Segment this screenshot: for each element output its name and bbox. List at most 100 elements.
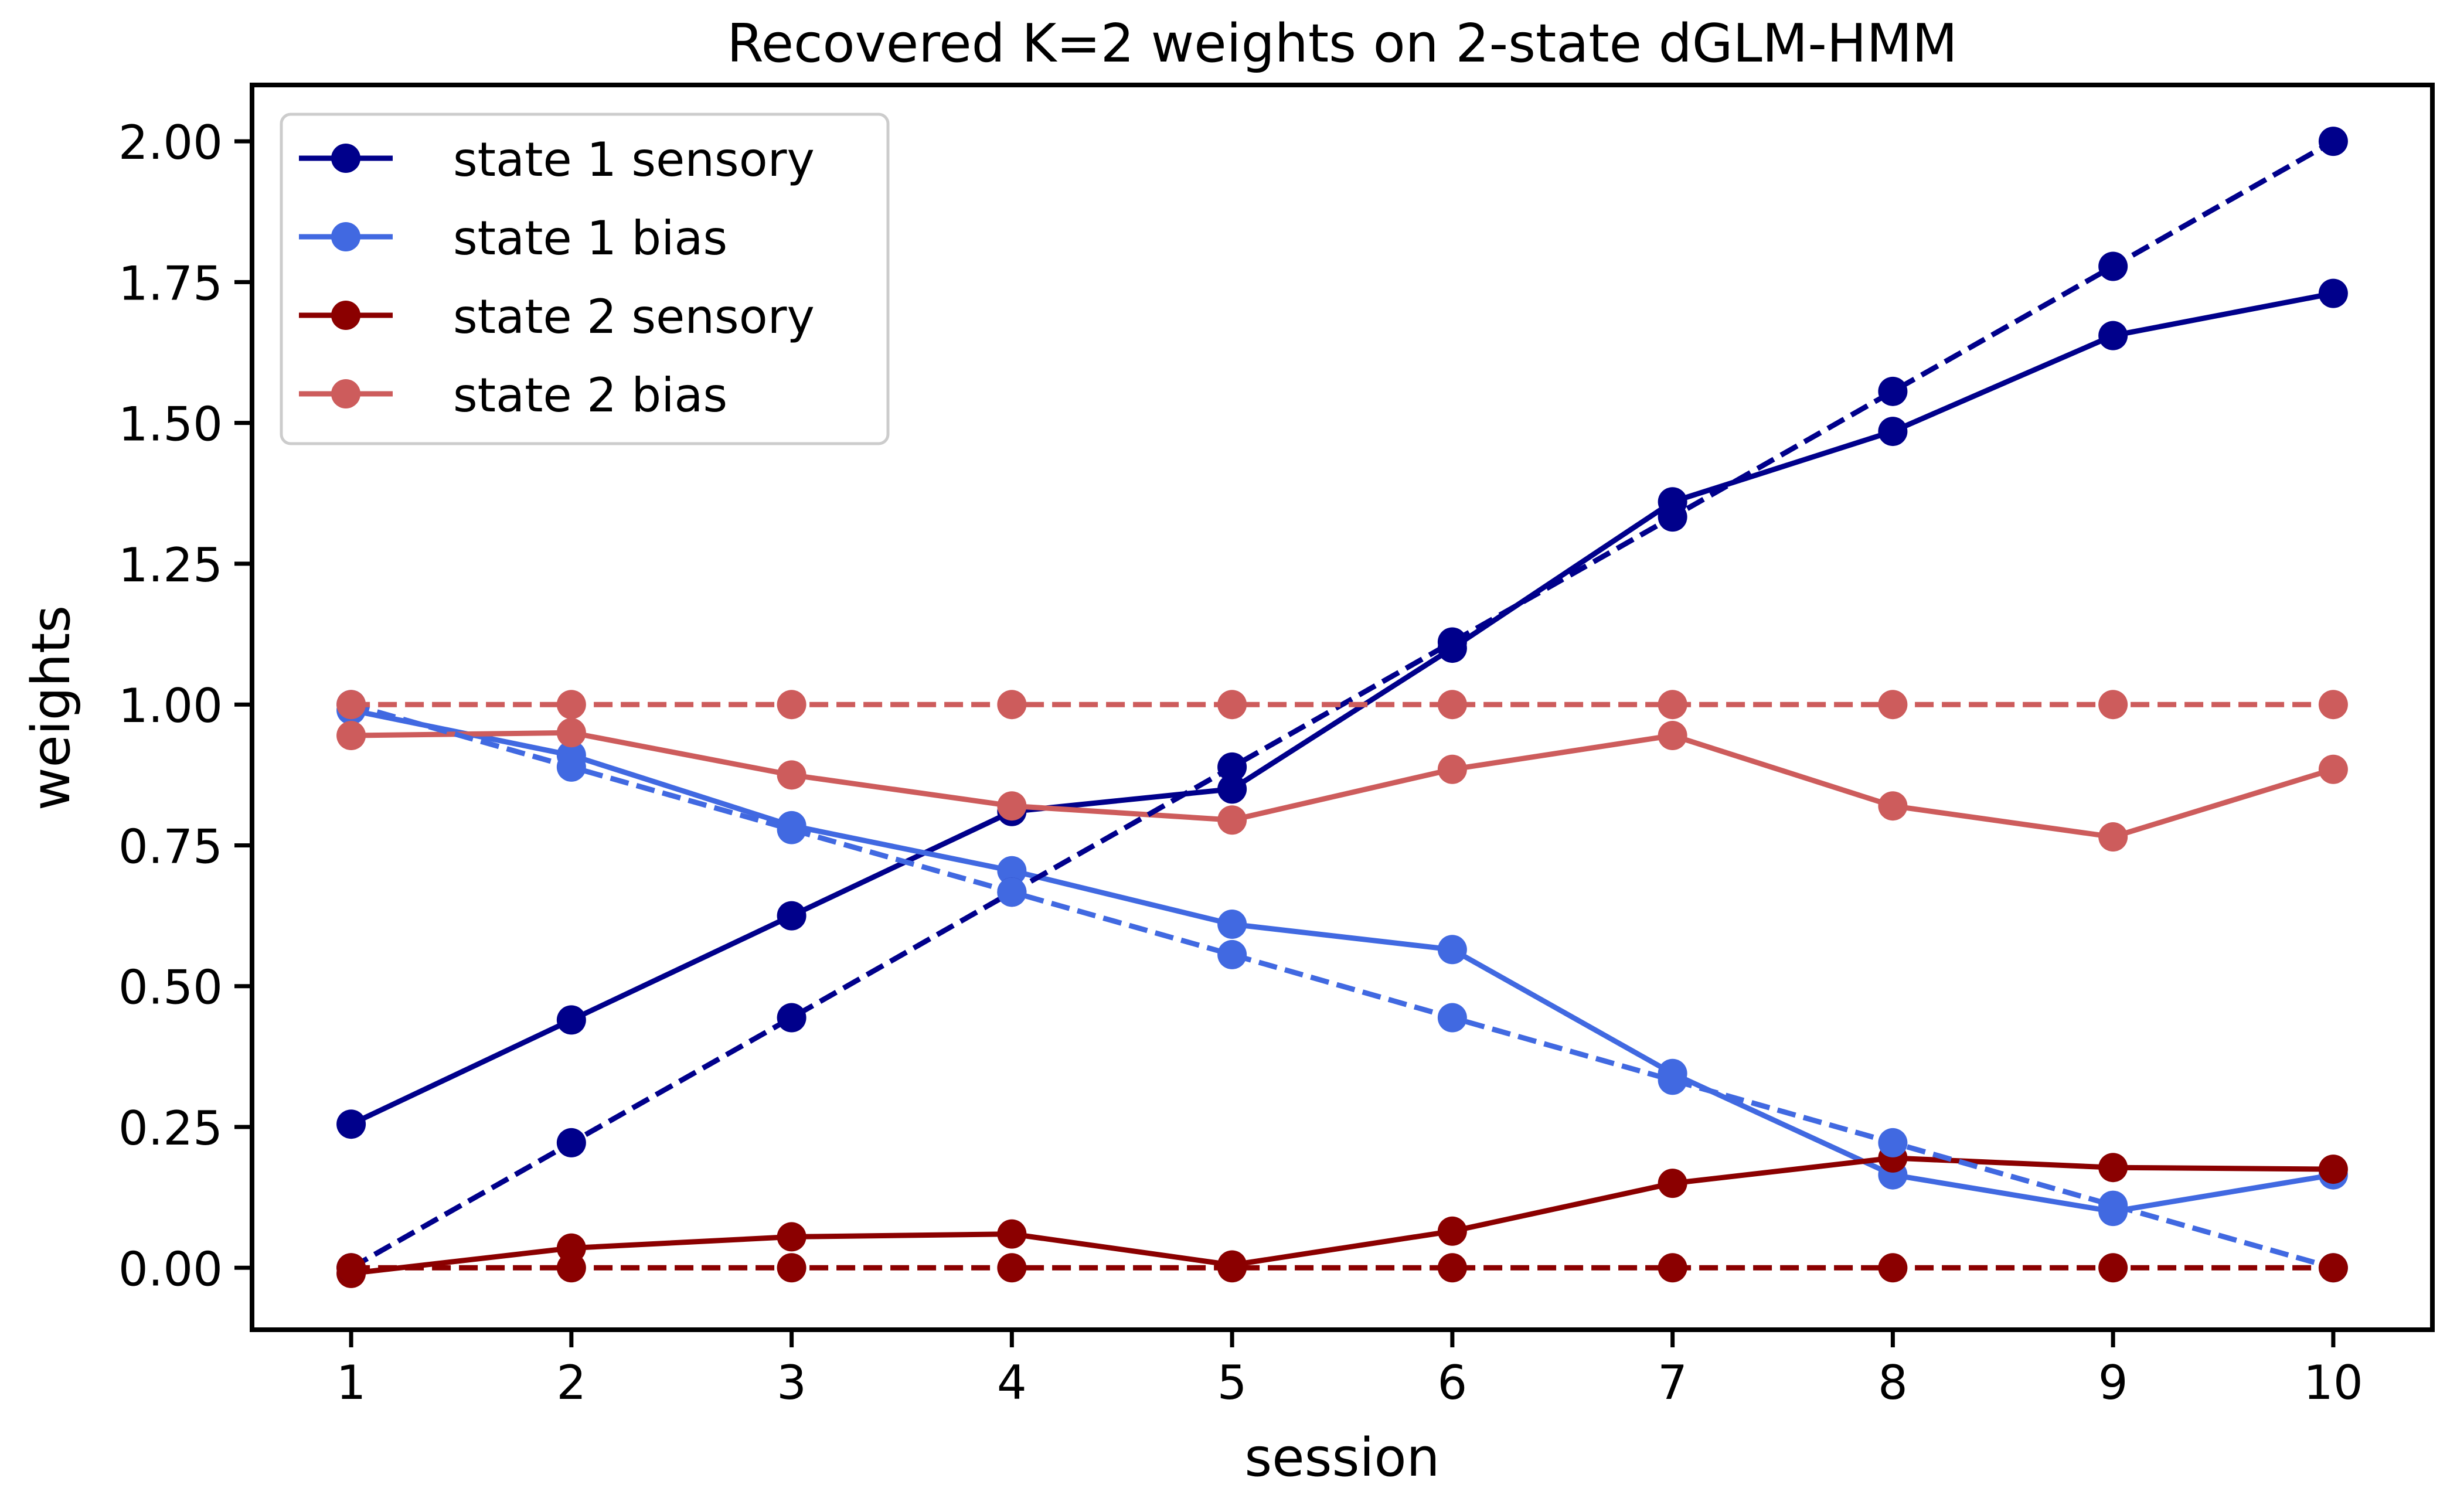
legend-frame (280, 113, 890, 445)
y-tick-label: 0.50 (118, 961, 223, 1015)
legend-label: state 1 sensory (453, 132, 815, 187)
chart-title: Recovered K=2 weights on 2-state dGLM-HM… (727, 13, 1958, 74)
legend-label: state 2 sensory (453, 290, 815, 344)
data-point (777, 815, 806, 844)
data-point (2318, 690, 2348, 720)
series-state-2-bias (336, 718, 2348, 852)
data-point (1658, 721, 1687, 751)
series-line (350, 1155, 2333, 1276)
data-point (2318, 278, 2348, 308)
data-point (2098, 1253, 2128, 1283)
data-point (2318, 754, 2348, 784)
data-point (1437, 627, 1467, 657)
legend-swatch-marker (331, 301, 360, 330)
data-point (997, 791, 1027, 821)
data-point (336, 1253, 366, 1283)
data-point (2098, 690, 2128, 720)
series-true-4 (336, 127, 2348, 1283)
x-tick-label: 3 (777, 1356, 806, 1410)
data-point (777, 1003, 806, 1033)
data-point (1658, 690, 1687, 720)
data-point (777, 1222, 806, 1252)
legend-entry: state 2 bias (299, 368, 727, 423)
data-point (1658, 1169, 1687, 1198)
x-tick-label: 10 (2303, 1356, 2363, 1410)
data-point (777, 760, 806, 790)
y-tick-label: 0.00 (118, 1242, 223, 1296)
x-tick-label: 4 (997, 1356, 1027, 1410)
legend: state 1 sensory state 1 bias state 2 senso… (280, 113, 890, 445)
data-point (556, 1005, 586, 1035)
data-point (1437, 690, 1467, 720)
data-point (1878, 791, 1908, 821)
x-tick-label: 9 (2098, 1356, 2128, 1410)
y-tick-label: 1.25 (118, 538, 223, 592)
data-point (1217, 690, 1247, 720)
data-point (1217, 910, 1247, 939)
legend-label: state 1 bias (453, 211, 727, 265)
data-point (2098, 1190, 2128, 1220)
data-point (556, 718, 586, 748)
data-point (1437, 1253, 1467, 1283)
data-point (336, 721, 366, 751)
data-point (997, 856, 1027, 886)
legend-swatch-marker (331, 379, 360, 408)
x-tick-label: 8 (1878, 1356, 1908, 1410)
data-point (777, 901, 806, 931)
x-axis-label: session (1244, 1427, 1440, 1489)
data-point (556, 690, 586, 720)
y-tick-label: 1.50 (118, 397, 223, 452)
data-point (2098, 321, 2128, 350)
series-line (349, 139, 2335, 1271)
data-point (1878, 1253, 1908, 1283)
data-point (556, 1128, 586, 1157)
data-point (1437, 1216, 1467, 1246)
series-line (350, 701, 2335, 1271)
data-point (2098, 251, 2128, 281)
data-point (1878, 1128, 1908, 1157)
data-point (997, 1219, 1027, 1249)
series-line (351, 730, 2335, 840)
data-point (1878, 417, 1908, 447)
data-point (1658, 502, 1687, 532)
data-point (336, 1109, 366, 1139)
data-point (1217, 805, 1247, 835)
series-true-6 (336, 1253, 2348, 1283)
data-point (1878, 690, 1908, 720)
x-tick-label: 6 (1437, 1356, 1467, 1410)
data-point (2318, 1253, 2348, 1283)
y-tick-label: 0.25 (118, 1101, 223, 1156)
axis-ticks: 0.00 0.25 0.50 0.75 1.00 1.25 1.50 1.75 2.00 1 2 3 4… (118, 115, 2363, 1410)
series-line (350, 291, 2334, 1127)
plot-frame (250, 83, 2435, 1332)
data-point (997, 690, 1027, 720)
data-point (2318, 127, 2348, 156)
data-point (2098, 1153, 2128, 1183)
data-point (1658, 1253, 1687, 1283)
data-point (336, 690, 366, 720)
data-point (777, 1253, 806, 1283)
data-point (1217, 752, 1247, 782)
data-point (2098, 822, 2128, 852)
data-point (997, 1253, 1027, 1283)
data-point (1217, 939, 1247, 969)
series-line (350, 707, 2334, 1214)
legend-entry: state 1 bias (299, 211, 727, 265)
data-point (997, 877, 1027, 907)
data-point (1658, 1065, 1687, 1095)
series-true-7 (336, 690, 2348, 720)
data-point (777, 690, 806, 720)
legend-swatch-marker (331, 144, 360, 173)
x-tick-label: 5 (1217, 1356, 1247, 1410)
data-point (556, 752, 586, 782)
series-layer (336, 127, 2348, 1288)
legend-entry: state 1 sensory (299, 132, 815, 187)
y-tick-label: 0.75 (118, 819, 223, 874)
x-tick-label: 1 (336, 1356, 366, 1410)
legend-entry: state 2 sensory (299, 290, 815, 344)
x-tick-label: 7 (1658, 1356, 1687, 1410)
data-point (1217, 774, 1247, 804)
data-point (1217, 1253, 1247, 1283)
y-axis-label: weights (21, 605, 82, 811)
